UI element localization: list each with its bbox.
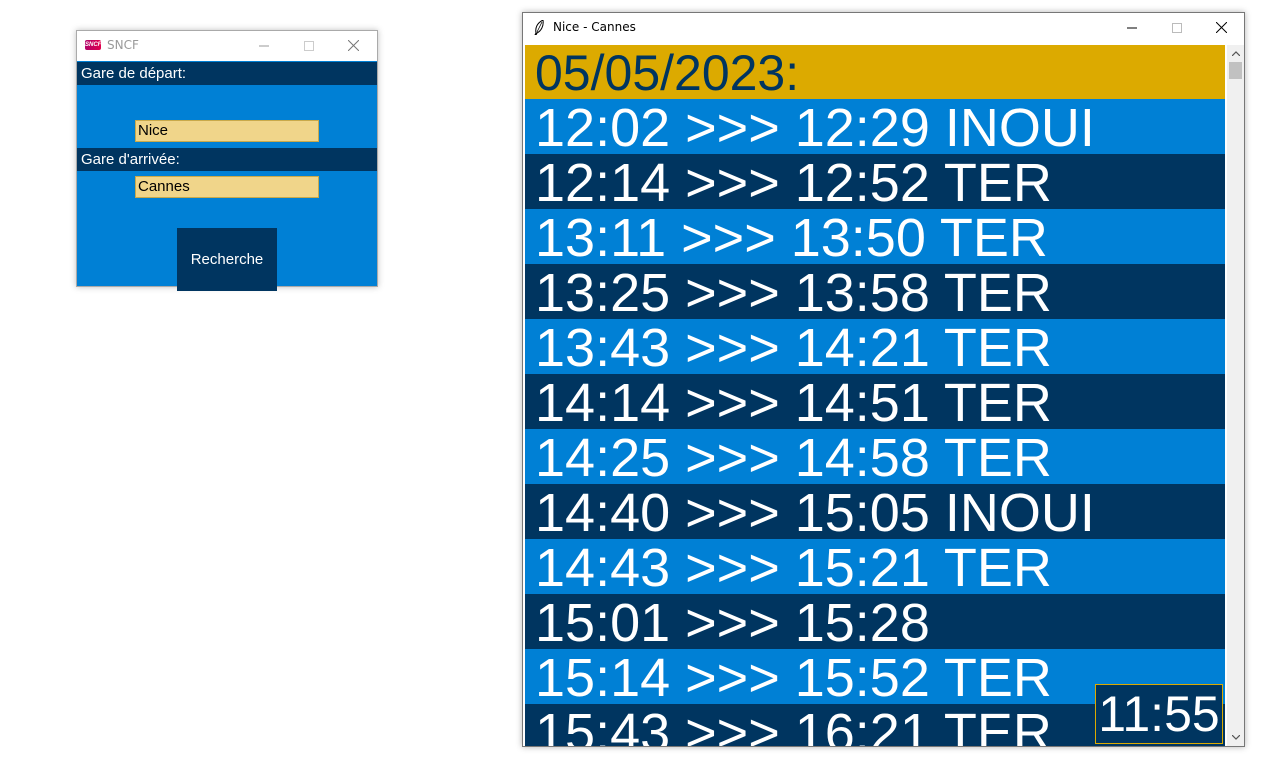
train-row: 13:43 >>> 14:21 TER	[525, 319, 1225, 377]
train-row: 12:02 >>> 12:29 INOUI	[525, 99, 1225, 157]
scroll-up-button[interactable]	[1227, 45, 1244, 62]
clock-display: 11:55	[1095, 684, 1223, 744]
close-icon	[348, 40, 359, 51]
close-button[interactable]	[331, 31, 376, 60]
chevron-down-icon	[1231, 735, 1240, 740]
minimize-button[interactable]	[1109, 13, 1154, 42]
train-row: 15:01 >>> 15:28	[525, 594, 1225, 652]
minimize-icon	[1126, 27, 1137, 28]
vertical-scrollbar[interactable]	[1227, 45, 1244, 746]
feather-icon	[534, 20, 544, 35]
window-title: Nice - Cannes	[553, 20, 636, 34]
minimize-button[interactable]	[241, 31, 286, 60]
train-row: 14:25 >>> 14:58 TER	[525, 429, 1225, 487]
window-title: SNCF	[107, 38, 139, 52]
scroll-thumb[interactable]	[1229, 62, 1242, 79]
minimize-icon	[258, 45, 269, 46]
train-row: 14:40 >>> 15:05 INOUI	[525, 484, 1225, 542]
train-row: 13:11 >>> 13:50 TER	[525, 209, 1225, 267]
arrival-label: Gare d'arrivée:	[77, 148, 377, 171]
scroll-down-button[interactable]	[1227, 729, 1244, 746]
title-bar[interactable]: Nice - Cannes	[523, 13, 1244, 42]
date-header: 05/05/2023:	[525, 45, 1225, 101]
close-icon	[1216, 22, 1227, 33]
results-window: Nice - Cannes 05/05/2023: 12:02 >>> 12:2…	[522, 12, 1245, 747]
search-form: Gare de départ: Nice Gare d'arrivée: Can…	[77, 61, 377, 291]
train-row: 13:25 >>> 13:58 TER	[525, 264, 1225, 322]
train-row: 14:14 >>> 14:51 TER	[525, 374, 1225, 432]
arrival-input[interactable]: Cannes	[135, 176, 319, 198]
results-list[interactable]: 05/05/2023: 12:02 >>> 12:29 INOUI 12:14 …	[525, 45, 1225, 746]
search-button[interactable]: Recherche	[177, 228, 277, 291]
maximize-button[interactable]	[1154, 13, 1199, 42]
train-row: 12:14 >>> 12:52 TER	[525, 154, 1225, 212]
sncf-search-window: SNCF SNCF Gare de départ: Nice Gare d'ar…	[76, 30, 378, 291]
chevron-up-icon	[1231, 51, 1240, 56]
departure-input[interactable]: Nice	[135, 120, 319, 142]
maximize-button[interactable]	[286, 31, 331, 60]
train-row: 14:43 >>> 15:21 TER	[525, 539, 1225, 597]
maximize-icon	[303, 40, 314, 51]
train-rows: 12:02 >>> 12:29 INOUI 12:14 >>> 12:52 TE…	[525, 99, 1225, 746]
close-button[interactable]	[1199, 13, 1244, 42]
departure-label: Gare de départ:	[77, 62, 377, 85]
title-bar[interactable]: SNCF SNCF	[77, 31, 377, 60]
maximize-icon	[1171, 22, 1182, 33]
sncf-logo-icon: SNCF	[85, 40, 102, 50]
